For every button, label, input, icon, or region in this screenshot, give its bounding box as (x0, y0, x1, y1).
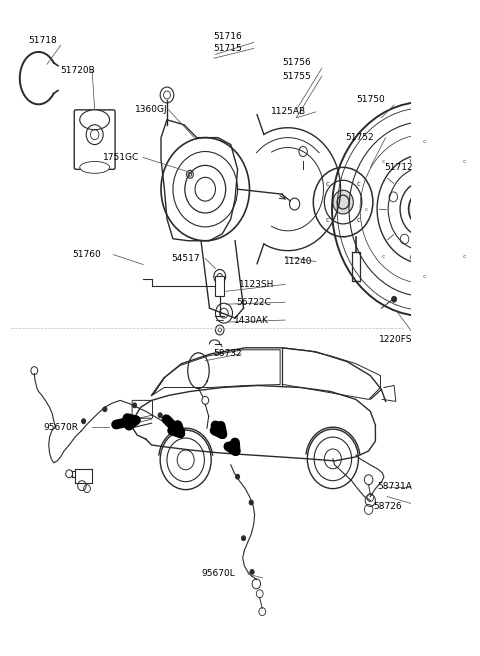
Circle shape (236, 474, 240, 480)
Text: c: c (422, 274, 426, 279)
Circle shape (241, 536, 246, 541)
Text: 51756: 51756 (282, 58, 311, 67)
Text: c: c (381, 254, 385, 259)
Ellipse shape (80, 110, 109, 130)
Text: 1125AB: 1125AB (271, 108, 306, 116)
FancyBboxPatch shape (216, 276, 224, 297)
Text: 1123SH: 1123SH (240, 280, 275, 289)
Text: 1430AK: 1430AK (234, 316, 269, 325)
Circle shape (408, 191, 439, 227)
Text: 58731A: 58731A (377, 482, 412, 491)
Ellipse shape (80, 161, 109, 173)
Circle shape (132, 403, 137, 408)
Text: 51716: 51716 (214, 32, 242, 41)
Text: c: c (325, 217, 329, 223)
Text: c: c (463, 159, 467, 164)
Text: c: c (381, 159, 385, 164)
Circle shape (250, 569, 254, 575)
Text: c: c (357, 181, 360, 187)
Text: 56722C: 56722C (237, 298, 272, 307)
Text: c: c (364, 207, 368, 211)
Circle shape (333, 190, 353, 214)
Text: 1360GJ: 1360GJ (135, 106, 167, 114)
Text: c: c (325, 181, 329, 187)
Text: 95670R: 95670R (44, 422, 79, 432)
Text: 58732: 58732 (214, 349, 242, 358)
Text: 51712: 51712 (384, 163, 412, 172)
Text: c: c (357, 217, 360, 223)
Text: 95670L: 95670L (202, 569, 236, 579)
Text: 51718: 51718 (28, 36, 57, 45)
Text: 54517: 54517 (171, 254, 200, 263)
Text: 1220FS: 1220FS (379, 335, 412, 344)
Text: 51715: 51715 (214, 44, 242, 53)
Circle shape (249, 500, 253, 505)
FancyBboxPatch shape (74, 110, 115, 169)
Circle shape (103, 407, 107, 412)
Text: 58726: 58726 (373, 502, 401, 511)
Text: 51755: 51755 (282, 72, 311, 81)
Text: c: c (463, 254, 467, 259)
Text: 51760: 51760 (72, 250, 101, 259)
Circle shape (158, 413, 162, 418)
Circle shape (82, 419, 86, 424)
Text: c: c (422, 139, 426, 144)
FancyBboxPatch shape (351, 252, 360, 281)
Text: 11240: 11240 (284, 257, 312, 266)
Text: 51720B: 51720B (60, 66, 96, 75)
Text: 51752: 51752 (345, 133, 373, 142)
Text: 51750: 51750 (356, 95, 384, 104)
Text: 1751GC: 1751GC (103, 153, 139, 162)
Circle shape (392, 297, 396, 302)
